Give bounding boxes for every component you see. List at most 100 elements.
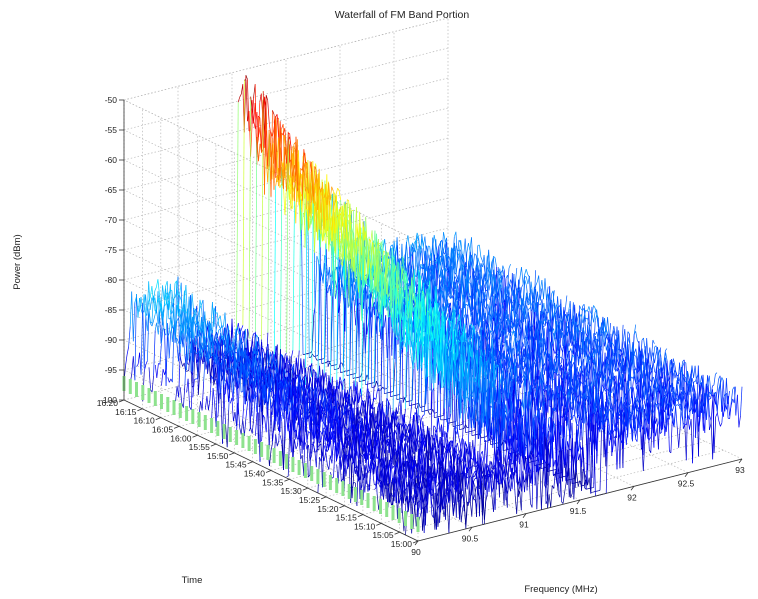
trace-segment [162,318,165,334]
trace-segment [193,307,196,327]
trace-segment [276,114,279,138]
trace-segment [223,327,226,345]
trace-segment [449,252,452,278]
trace-segment [153,314,156,321]
trace-segment [190,321,193,354]
trace-segment [398,258,401,280]
trace-segment [228,342,231,346]
trace-segment [125,354,128,367]
trace-segment [255,136,258,332]
trace-segment [193,339,197,346]
trace-segment [243,75,247,133]
trace-segment [226,410,230,448]
trace-segment [235,351,238,354]
trace-segment [322,255,325,281]
trace-segment [248,96,252,339]
trace-segment [182,333,186,356]
trace-segment [139,297,142,310]
trace-segment [382,239,386,249]
trace-segment [220,393,223,444]
trace-segment [301,217,304,355]
trace-segment [213,333,217,346]
trace-segment [289,182,292,210]
trace-segment [457,249,460,252]
trace-segment [424,250,428,272]
trace-segment [309,217,312,229]
trace-segment [352,377,355,380]
trace-segment [149,286,153,298]
trace-segment [176,318,179,322]
trace-segment [186,321,189,371]
trace-segment [215,336,218,343]
trace-segment [352,380,355,401]
trace-segment [188,295,192,328]
trace-segment [372,384,375,410]
trace-segment [421,273,425,281]
trace-segment [168,283,171,311]
trace-segment [189,327,192,372]
trace-segment [196,327,199,337]
trace-segment [258,127,261,138]
trace-segment [164,368,167,375]
trace-segment [147,311,150,361]
trace-segment [460,240,463,254]
trace-segment [471,254,474,267]
trace-segment [183,384,186,408]
trace-segment [346,278,349,308]
trace-segment [422,265,425,268]
trace-segment [289,133,292,151]
trace-segment [179,309,182,336]
trace-segment [443,243,446,251]
trace-segment [343,370,346,373]
trace-segment [195,314,198,326]
trace-segment [354,278,357,295]
trace-segment [140,303,144,375]
trace-segment [163,285,167,300]
trace-segment [140,297,143,310]
trace-segment [245,79,248,122]
trace-segment [223,396,226,425]
trace-segment [244,418,247,437]
trace-segment [161,303,164,319]
trace-segment [420,263,423,267]
trace-segment [137,352,140,365]
trace-segment [179,295,182,301]
trace-segment [180,282,184,345]
trace-segment [477,257,480,264]
trace-segment [149,297,153,310]
trace-segment [331,186,334,192]
trace-segment [468,282,471,284]
trace-segment [525,276,529,285]
trace-segment [250,96,253,111]
trace-segment [440,250,443,266]
trace-segment [137,297,140,318]
trace-segment [170,289,173,291]
trace-segment [366,306,369,316]
trace-segment [199,320,203,332]
trace-segment [165,295,168,305]
trace-segment [486,249,490,266]
trace-segment [446,270,450,274]
trace-segment [458,253,462,271]
trace-segment [163,295,167,305]
trace-segment [324,288,327,359]
trace-segment [482,255,485,267]
trace-segment [310,215,313,225]
trace-segment [339,265,343,281]
trace-segment [330,296,333,362]
trace-segment [251,96,255,125]
trace-segment [273,185,277,360]
trace-segment [420,246,423,249]
trace-segment [177,302,181,318]
trace-segment [335,188,338,195]
trace-segment [440,241,443,263]
trace-segment [346,264,349,287]
trace-segment [423,267,426,279]
trace-segment [154,322,158,331]
trace-segment [181,330,184,334]
trace-segment [417,245,420,271]
trace-segment [255,413,258,436]
trace-segment [179,387,183,404]
trace-segment [154,287,157,291]
trace-segment [421,239,424,248]
